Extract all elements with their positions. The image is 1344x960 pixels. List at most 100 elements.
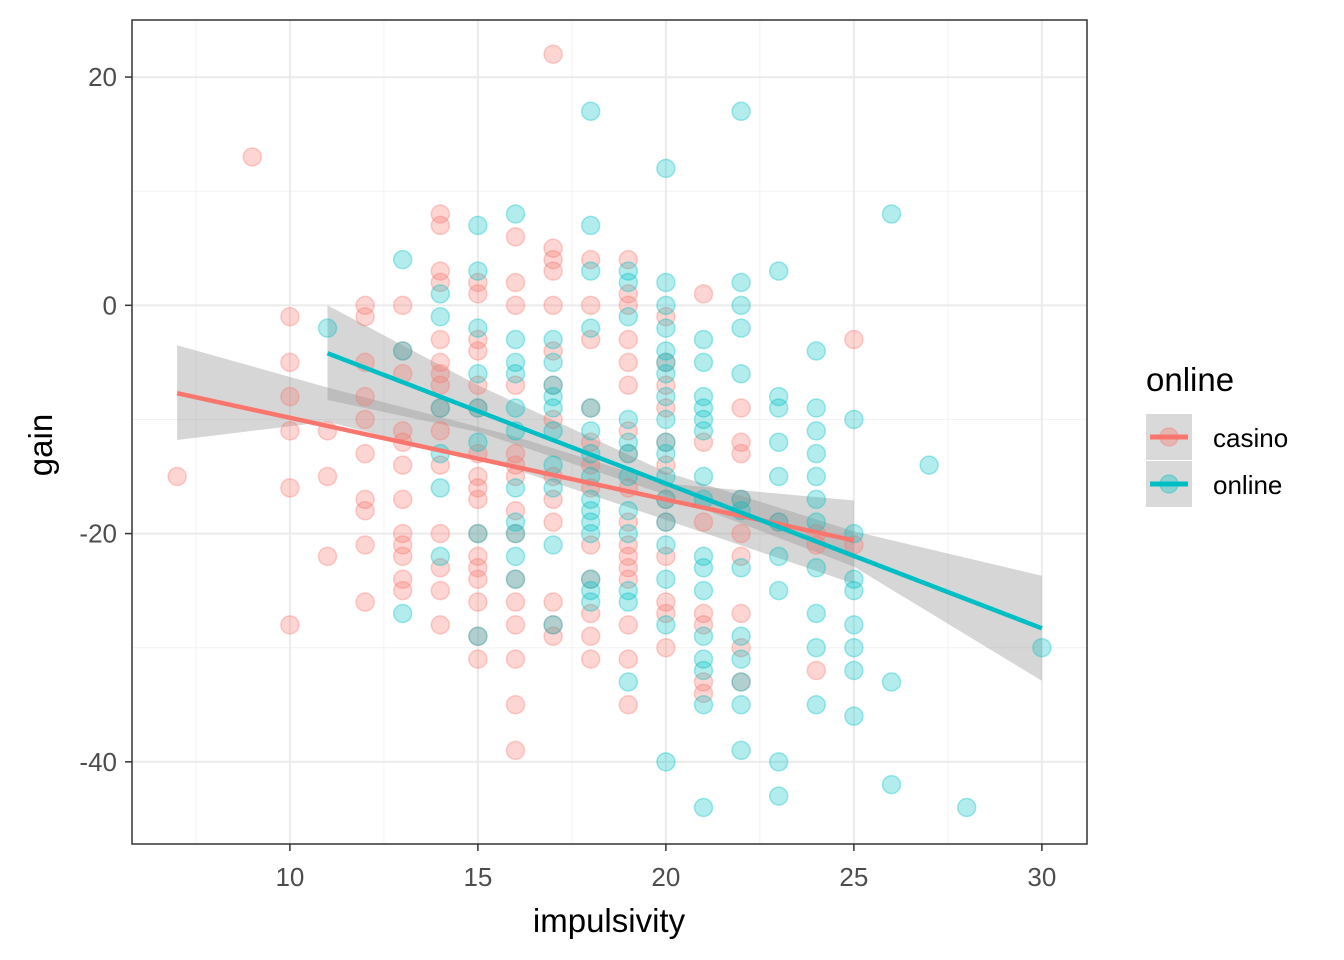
legend: online casino online (1146, 361, 1288, 507)
point-online (693, 409, 714, 430)
point-casino (731, 603, 751, 624)
point-casino (693, 672, 714, 692)
point-casino (580, 249, 601, 270)
point-online (693, 329, 714, 350)
point-online (580, 523, 601, 544)
point-online (731, 101, 751, 122)
point-online (693, 695, 714, 715)
point-online (580, 580, 601, 601)
point-online (806, 603, 827, 624)
point-online (618, 272, 639, 293)
point-casino (618, 535, 639, 555)
x-tick-label: 15 (463, 862, 492, 892)
point-online (543, 478, 563, 498)
point-casino (806, 660, 827, 681)
point-online (468, 626, 488, 647)
point-online (618, 443, 639, 464)
point-online (468, 318, 488, 338)
point-casino (543, 44, 563, 64)
point-casino (618, 249, 639, 270)
point-casino (618, 569, 639, 589)
point-casino (618, 512, 639, 532)
point-casino (317, 466, 338, 487)
point-casino (430, 204, 451, 224)
point-casino (468, 558, 488, 578)
point-online (505, 523, 526, 544)
point-casino (618, 295, 639, 316)
x-axis-ticks: 10 15 20 25 30 (275, 844, 1056, 892)
point-online (731, 558, 751, 578)
x-tick-label: 10 (275, 862, 304, 892)
point-online (580, 215, 601, 236)
point-casino (618, 443, 639, 464)
point-online (505, 364, 526, 384)
point-online (468, 261, 488, 281)
point-casino (731, 637, 751, 658)
point-online (731, 672, 751, 692)
point-online (731, 740, 751, 761)
point-casino (392, 523, 413, 544)
point-online (806, 512, 827, 532)
point-online (505, 204, 526, 224)
point-casino (656, 637, 676, 658)
point-casino (618, 615, 639, 635)
point-online (731, 649, 751, 669)
point-online (580, 489, 601, 510)
point-casino (844, 329, 864, 350)
point-online (618, 409, 639, 430)
point-casino (392, 489, 413, 510)
point-casino (468, 649, 488, 669)
point-online (731, 318, 751, 338)
legend-label-casino: casino (1213, 423, 1288, 453)
point-casino (656, 603, 676, 624)
point-casino (355, 500, 375, 521)
point-online (580, 261, 601, 281)
point-online (768, 261, 789, 281)
point-online (505, 398, 526, 418)
point-online (768, 432, 789, 453)
point-casino (167, 466, 187, 487)
y-axis-ticks: -40 -20 0 20 (79, 62, 132, 777)
point-casino (656, 592, 676, 612)
point-casino (543, 261, 563, 281)
point-casino (543, 295, 563, 316)
point-online (881, 672, 902, 692)
x-tick-label: 20 (651, 862, 680, 892)
point-online (693, 546, 714, 567)
point-casino (656, 352, 676, 373)
point-online (618, 672, 639, 692)
point-casino (430, 272, 451, 293)
point-casino (430, 329, 451, 350)
point-casino (505, 500, 526, 521)
point-online (806, 443, 827, 464)
point-casino (731, 489, 751, 510)
point-online (693, 626, 714, 647)
point-online (768, 580, 789, 601)
point-online (618, 306, 639, 327)
point-online (543, 329, 563, 350)
point-casino (280, 478, 300, 498)
point-casino (731, 546, 751, 567)
point-online (919, 455, 939, 475)
point-online (656, 535, 676, 555)
point-online (656, 386, 676, 407)
y-axis-title: gain (22, 414, 59, 476)
point-online (618, 432, 639, 453)
y-tick-label: 0 (103, 290, 117, 320)
point-casino (505, 695, 526, 715)
point-online (768, 546, 789, 567)
point-online (656, 318, 676, 338)
point-online (844, 569, 864, 589)
y-tick-label: -40 (79, 747, 117, 777)
point-online (844, 409, 864, 430)
point-casino (505, 615, 526, 635)
point-online (693, 558, 714, 578)
point-casino (468, 466, 488, 487)
point-online (580, 569, 601, 589)
point-casino (580, 295, 601, 316)
point-online (618, 580, 639, 601)
point-casino (618, 546, 639, 567)
point-online (881, 204, 902, 224)
point-online (580, 101, 601, 122)
